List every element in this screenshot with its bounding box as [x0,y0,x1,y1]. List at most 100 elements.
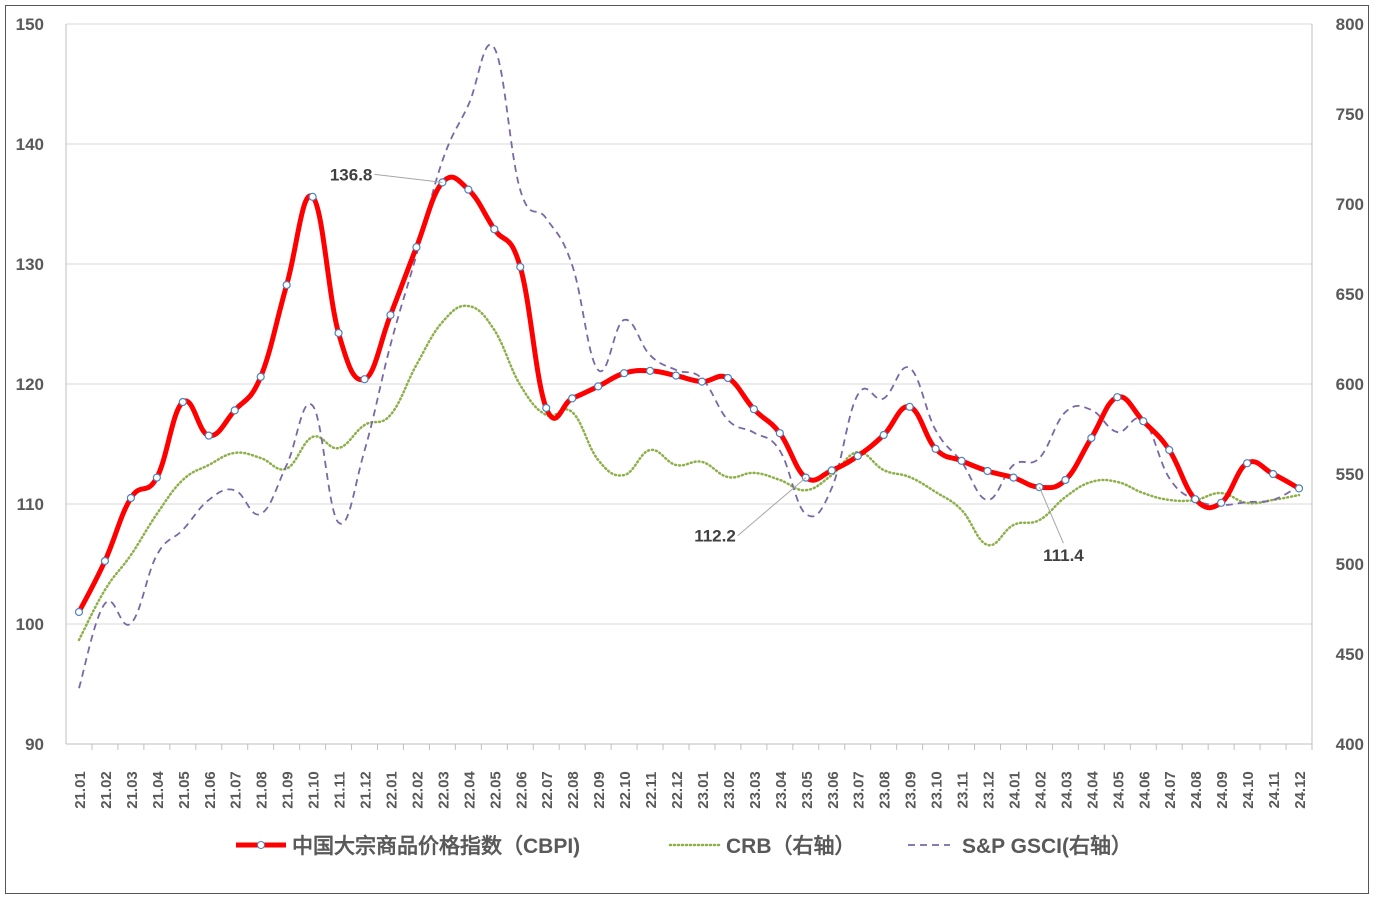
data-point-marker [853,451,862,461]
x-tick-label: 24.10 [1240,771,1257,809]
data-point-marker [931,444,940,453]
annotation-label: 136.8 [330,165,373,184]
data-point-marker [464,185,473,194]
data-point-marker [1165,445,1174,455]
data-point-marker [1191,495,1200,504]
x-tick-label: 24.03 [1058,771,1075,809]
data-point-marker [282,280,291,290]
x-tick-label: 22.10 [617,771,634,809]
x-tick-label: 24.05 [1110,771,1127,809]
annotation-leader [1038,487,1064,544]
x-tick-label: 22.12 [669,771,686,809]
x-tick-label: 23.12 [981,771,998,809]
series-line-2 [78,43,1300,689]
y-right-tick-label: 450 [1336,645,1364,664]
y-left-tick-label: 120 [16,375,44,394]
data-point-marker [620,369,629,378]
data-point-marker [1268,469,1278,479]
x-tick-label: 22.08 [565,771,582,809]
data-point-marker [827,466,836,475]
x-tick-label: 21.11 [332,772,349,809]
annotation-leader [374,173,443,183]
x-tick-label: 22.07 [539,771,556,809]
legend-label: S&P GSCI(右轴） [962,834,1132,858]
x-tick-label: 23.01 [695,771,712,809]
y-right-tick-label: 500 [1336,555,1364,574]
data-point-marker [204,431,213,440]
x-tick-label: 22.01 [383,771,400,809]
annotation-label: 111.4 [1043,546,1084,565]
data-point-marker [230,406,239,415]
y-right-tick-label: 400 [1336,735,1364,754]
x-tick-label: 23.11 [955,772,972,809]
x-tick-label: 23.08 [877,771,894,809]
data-point-marker [1087,433,1096,443]
x-tick-label: 21.07 [228,771,245,809]
y-left-tick-label: 130 [16,255,44,274]
data-point-marker [879,430,888,440]
data-point-marker [542,403,551,413]
data-point-marker [983,466,992,476]
x-tick-label: 23.07 [851,771,868,809]
chart-frame [5,5,1369,894]
y-left-tick-label: 90 [25,735,44,754]
x-tick-label: 24.09 [1214,771,1231,809]
x-tick-label: 22.11 [643,772,660,809]
annotation-leader [737,477,807,536]
y-left-tick-label: 110 [17,495,44,514]
x-tick-label: 24.04 [1084,771,1101,809]
x-tick-label: 22.06 [513,771,530,809]
y-right-tick-label: 650 [1336,285,1364,304]
y-right-tick-label: 700 [1336,195,1364,214]
legend-marker [257,841,265,849]
data-point-marker [957,456,966,465]
y-left-tick-label: 100 [16,615,44,634]
data-point-marker [74,607,84,617]
y-left-tick-label: 140 [16,135,44,154]
y-right-tick-label: 750 [1336,105,1364,124]
x-tick-label: 22.09 [591,771,608,809]
x-tick-label: 24.11 [1266,772,1283,809]
x-tick-label: 23.03 [747,771,764,809]
x-tick-label: 23.04 [773,771,790,809]
data-point-marker [152,473,161,482]
x-tick-label: 22.03 [435,771,452,809]
x-tick-label: 21.06 [202,771,219,809]
data-point-marker [1009,473,1018,482]
data-point-marker [1294,484,1304,493]
data-point-marker [1243,459,1252,468]
y-left-tick-label: 150 [16,15,44,34]
x-tick-label: 23.10 [929,771,946,809]
series-line-1 [77,304,1301,642]
data-point-marker [360,375,369,384]
x-tick-label: 21.09 [280,771,297,809]
legend-label: CRB（右轴） [726,834,856,858]
data-point-marker [905,402,914,411]
data-point-marker [100,556,110,566]
x-tick-label: 23.05 [799,771,816,809]
data-point-marker [671,371,681,380]
data-point-marker [723,373,733,383]
x-tick-label: 21.01 [72,771,89,809]
y-right-tick-label: 800 [1336,15,1364,34]
x-tick-label: 22.04 [461,771,478,809]
x-tick-label: 21.04 [150,771,167,809]
x-tick-label: 22.05 [487,771,504,809]
data-point-marker [1139,417,1148,426]
x-tick-label: 21.10 [306,771,323,809]
data-point-marker [308,192,317,201]
x-tick-label: 23.09 [903,771,920,809]
data-point-marker [334,328,343,338]
annotation-label: 112.2 [694,527,736,546]
data-point-marker [594,382,603,391]
x-tick-label: 24.12 [1292,771,1309,809]
x-tick-label: 24.07 [1162,771,1179,809]
y-right-tick-label: 550 [1336,465,1364,484]
data-point-marker [386,310,395,320]
x-tick-label: 22.02 [409,771,426,809]
legend-label: 中国大宗商品价格指数（CBPI) [292,834,580,858]
data-point-marker [749,405,758,414]
x-tick-label: 21.08 [254,771,271,809]
